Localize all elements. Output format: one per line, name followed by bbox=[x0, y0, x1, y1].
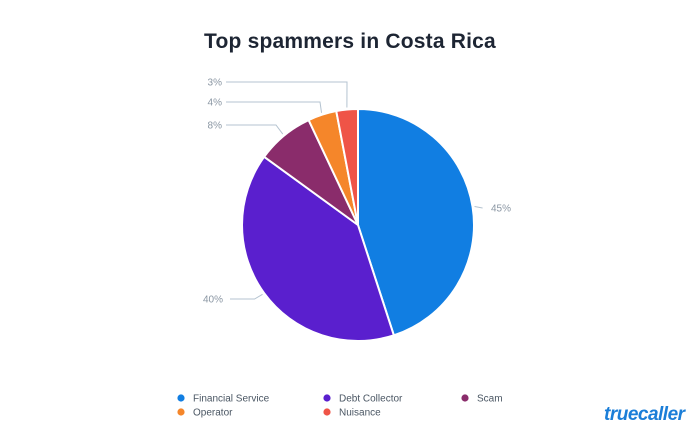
legend-label-operator: Operator bbox=[193, 408, 233, 419]
slice-label-operator: 4% bbox=[208, 98, 223, 109]
legend-marker-financial-service bbox=[177, 394, 185, 402]
leader-line-scam bbox=[226, 124, 284, 135]
pie-slice-debt-collector bbox=[241, 155, 396, 342]
leader-line-debt-collector bbox=[230, 293, 263, 300]
slice-label-financial-service: 45% bbox=[491, 204, 511, 215]
leader-line-operator bbox=[226, 101, 323, 113]
legend-label-debt-collector: Debt Collector bbox=[339, 394, 403, 405]
legend-item-debt-collector: Debt Collector bbox=[323, 394, 403, 405]
pie-slice-financial-service bbox=[357, 107, 475, 337]
leader-line-nuisance bbox=[226, 81, 348, 108]
legend-item-scam: Scam bbox=[461, 394, 503, 405]
legend-marker-nuisance bbox=[323, 408, 331, 416]
legend-label-nuisance: Nuisance bbox=[339, 408, 381, 419]
pie-slice-nuisance bbox=[335, 107, 359, 226]
legend-marker-scam bbox=[461, 394, 469, 402]
slice-label-nuisance: 3% bbox=[208, 78, 223, 89]
legend-label-financial-service: Financial Service bbox=[193, 394, 270, 405]
leader-line-financial-service bbox=[474, 206, 483, 209]
chart-title: Top spammers in Costa Rica bbox=[204, 30, 496, 53]
slice-label-scam: 8% bbox=[208, 121, 223, 132]
truecaller-logo: truecaller bbox=[604, 404, 685, 425]
slice-label-debt-collector: 40% bbox=[203, 295, 223, 306]
legend-item-operator: Operator bbox=[177, 408, 233, 419]
legend-label-scam: Scam bbox=[477, 394, 503, 405]
legend-marker-operator bbox=[177, 408, 185, 416]
legend-item-nuisance: Nuisance bbox=[323, 408, 381, 419]
legend-marker-debt-collector bbox=[323, 394, 331, 402]
legend-item-financial-service: Financial Service bbox=[177, 394, 270, 405]
